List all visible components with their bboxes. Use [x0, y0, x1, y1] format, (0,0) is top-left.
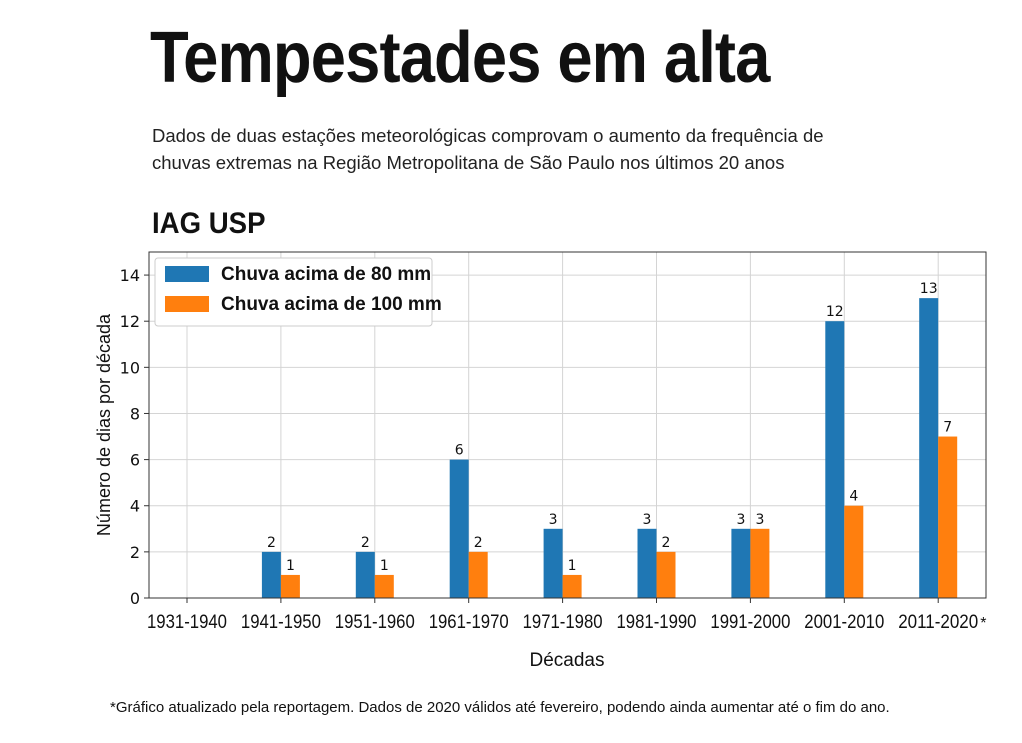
x-tick-label: 1941-1950 — [241, 612, 321, 633]
data-label: 3 — [549, 512, 558, 528]
bar-series-1 — [731, 528, 751, 598]
legend-swatch — [165, 296, 209, 312]
data-label: 3 — [755, 512, 764, 528]
data-label: 13 — [920, 281, 938, 297]
bar-series-1 — [261, 551, 281, 598]
data-label: 1 — [380, 558, 389, 574]
y-tick-label: 0 — [130, 589, 140, 608]
data-label: 2 — [474, 535, 483, 551]
data-label: 3 — [736, 512, 745, 528]
y-tick-label: 4 — [130, 497, 140, 516]
bar-series-2 — [280, 574, 300, 598]
data-label: 6 — [455, 443, 464, 459]
data-label: 12 — [826, 304, 844, 320]
bar-series-2 — [938, 436, 958, 598]
data-label: 2 — [361, 535, 370, 551]
y-tick-label: 10 — [120, 358, 140, 377]
bar-series-2 — [374, 574, 394, 598]
x-tick-label: 2001-2010 — [804, 612, 884, 633]
data-label: 1 — [286, 558, 295, 574]
x-tick-label: 2011-2020 — [898, 612, 978, 633]
bar-series-1 — [919, 298, 939, 598]
legend-box — [154, 257, 433, 327]
bar-series-1 — [355, 551, 375, 598]
bar-series-2 — [468, 551, 488, 598]
y-tick-label: 14 — [120, 266, 140, 285]
x-tick-note: * — [980, 615, 986, 632]
bar-series-2 — [844, 505, 864, 598]
footnote: *Gráfico atualizado pela reportagem. Dad… — [110, 699, 890, 716]
bar-series-1 — [449, 459, 469, 598]
data-label: 2 — [662, 535, 671, 551]
legend-swatch — [165, 266, 209, 282]
plot-frame — [148, 251, 987, 599]
data-label: 2 — [267, 535, 276, 551]
headline: Tempestades em alta — [150, 18, 770, 98]
chart-title: IAG USP — [152, 207, 266, 240]
subtitle: Dados de duas estações meteorológicas co… — [152, 125, 824, 173]
bar-series-2 — [750, 528, 770, 598]
x-tick-label: 1981-1990 — [617, 612, 697, 633]
x-tick-label: 1931-1940 — [147, 612, 227, 633]
x-axis-label: Décadas — [530, 650, 605, 671]
bar-series-1 — [825, 321, 845, 598]
x-tick-label: 1961-1970 — [429, 612, 509, 633]
x-tick-label: 1971-1980 — [523, 612, 603, 633]
y-tick-label: 2 — [130, 543, 140, 562]
y-axis-label: Número de dias por década — [94, 313, 114, 536]
y-tick-label: 8 — [130, 404, 140, 423]
x-tick-label: 1951-1960 — [335, 612, 415, 633]
data-label: 1 — [568, 558, 577, 574]
legend-label: Chuva acima de 100 mm — [221, 294, 442, 315]
x-tick-label: 1991-2000 — [710, 612, 790, 633]
y-tick-label: 6 — [130, 451, 140, 470]
bar-series-1 — [543, 528, 563, 598]
data-label: 7 — [943, 420, 952, 436]
y-tick-label: 12 — [120, 312, 140, 331]
bar-series-2 — [562, 574, 582, 598]
data-label: 4 — [849, 489, 858, 505]
legend-label: Chuva acima de 80 mm — [221, 264, 431, 285]
data-label: 3 — [643, 512, 652, 528]
bar-series-2 — [656, 551, 676, 598]
bar-series-1 — [637, 528, 657, 598]
